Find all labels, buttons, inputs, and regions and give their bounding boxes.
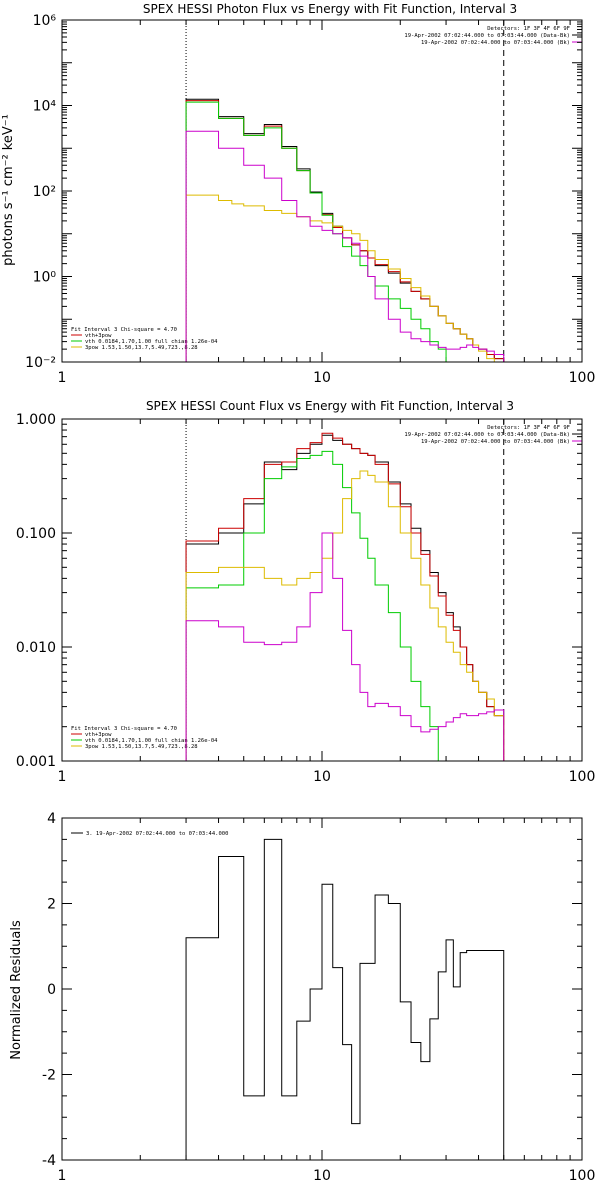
y-tick-label: 10⁰ (33, 270, 57, 286)
x-tick-label: 10 (313, 1168, 331, 1184)
x-tick-label: 1 (58, 370, 67, 386)
series-line-2 (185, 450, 515, 761)
legend-right-2: 19-Apr-2002 07:02:44.000 to 07:03:44.000… (421, 439, 570, 445)
legend-right-1: 19-Apr-2002 07:02:44.000 to 07:03:44.000… (404, 33, 570, 39)
legend-left-1: vth+3pow (85, 333, 112, 339)
count-flux-panel: SPEX HESSI Count Flux vs Energy with Fit… (16, 399, 595, 785)
y-tick-label: 10² (33, 184, 56, 200)
legend-left-0: Fit Interval 3 Chi-square = 4.70 (71, 726, 177, 732)
legend-left: Fit Interval 3 Chi-square = 4.70 vth+3po… (71, 327, 218, 351)
axes-frame (61, 19, 583, 363)
series-line-4 (185, 130, 505, 362)
series-group (185, 432, 515, 761)
photon-flux-ylabel: photons s⁻¹ cm⁻² keV⁻¹ (1, 114, 16, 266)
y-tick-label: 10⁶ (33, 13, 57, 29)
residuals-ylabel: Normalized Residuals (9, 920, 24, 1060)
legend-left: Fit Interval 3 Chi-square = 4.70 vth+3po… (71, 726, 218, 750)
y-tick-label: 0 (47, 982, 56, 998)
legend-left-1: vth+3pow (85, 732, 112, 738)
series-line-0 (185, 434, 515, 761)
legend-left: 3. 19-Apr-2002 07:02:44.000 to 07:03:44.… (71, 831, 228, 837)
count-flux-title: SPEX HESSI Count Flux vs Energy with Fit… (146, 399, 514, 413)
series-line-4 (185, 532, 515, 761)
legend-right-2: 19-Apr-2002 07:02:44.000 to 07:03:44.000… (421, 40, 570, 46)
legend-left-2: vth 0.0184,1.70,1.00 full chian 1.26e-04 (85, 339, 218, 345)
y-tick-label: 0.100 (16, 526, 56, 542)
legend-left-0: 3. 19-Apr-2002 07:02:44.000 to 07:03:44.… (86, 831, 228, 837)
y-tick-label: 10⁴ (33, 99, 57, 115)
legend-left-0: Fit Interval 3 Chi-square = 4.70 (71, 327, 177, 333)
x-tick-label: 1 (58, 1168, 67, 1184)
photon-flux-title: SPEX HESSI Photon Flux vs Energy with Fi… (143, 2, 517, 16)
x-tick-label: 100 (569, 1168, 596, 1184)
y-tick-label: -2 (42, 1068, 56, 1084)
x-tick-label: 1 (58, 769, 67, 785)
legend-right-1: 19-Apr-2002 07:02:44.000 to 07:03:44.000… (404, 432, 570, 438)
y-tick-label: 2 (47, 897, 56, 913)
x-tick-label: 100 (569, 769, 596, 785)
series-group (185, 838, 505, 1160)
y-tick-label: 4 (47, 811, 56, 827)
legend-right-0: Detectors: 1F 3F 4F 6F 9F (487, 26, 570, 32)
y-tick-label: 10⁻² (25, 355, 56, 371)
legend-right: Detectors: 1F 3F 4F 6F 9F 19-Apr-2002 07… (404, 26, 582, 46)
x-tick-label: 10 (313, 370, 331, 386)
series-line-2 (185, 101, 504, 362)
legend-left-3: 3pow 1.53,1.50,13.7,5.49,723.,8.28 (85, 345, 198, 351)
series-line-1 (185, 432, 515, 761)
axes-frame (61, 418, 583, 762)
series-line-3 (185, 470, 515, 761)
x-tick-label: 100 (569, 370, 596, 386)
series-line-0 (185, 838, 505, 1160)
y-tick-label: 1.000 (16, 412, 56, 428)
photon-flux-panel: SPEX HESSI Photon Flux vs Energy with Fi… (1, 2, 595, 386)
series-line-1 (185, 100, 505, 362)
residuals-panel: Normalized Residuals 3. 19-Apr-2002 07:0… (9, 811, 595, 1184)
series-line-3 (185, 194, 504, 362)
series-group (185, 98, 505, 362)
legend-left-3: 3pow 1.53,1.50,13.7,5.49,723.,8.28 (85, 744, 198, 750)
axes-frame (61, 817, 583, 1161)
legend-right-0: Detectors: 1F 3F 4F 6F 9F (487, 425, 570, 431)
y-tick-label: -4 (42, 1153, 56, 1169)
legend-right: Detectors: 1F 3F 4F 6F 9F 19-Apr-2002 07… (404, 425, 582, 445)
x-tick-label: 10 (313, 769, 331, 785)
y-tick-label: 0.001 (16, 754, 56, 770)
legend-left-2: vth 0.0184,1.70,1.00 full chian 1.26e-04 (85, 738, 218, 744)
y-tick-label: 0.010 (16, 640, 56, 656)
